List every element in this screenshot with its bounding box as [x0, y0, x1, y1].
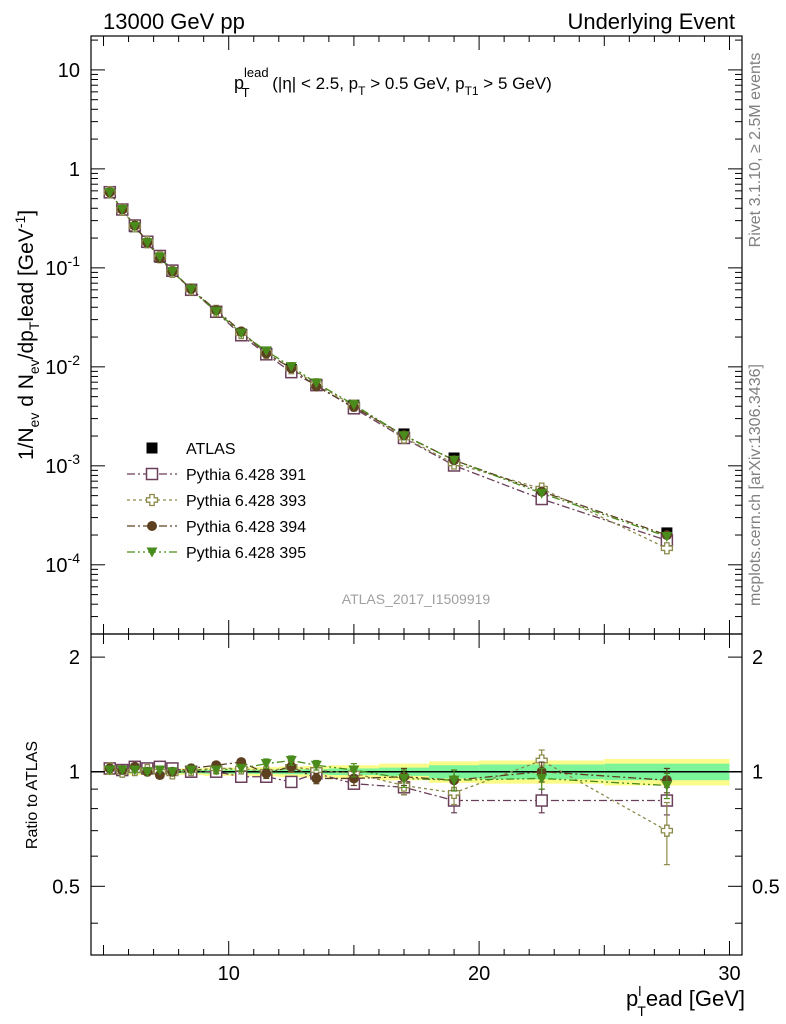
ratio-data-point: [310, 760, 322, 771]
header-right: Underlying Event: [567, 9, 735, 34]
ratio-y-tick-label: 1: [69, 762, 80, 784]
analysis-watermark: ATLAS_2017_I1509919: [342, 591, 491, 607]
mc-data-point: [104, 188, 116, 199]
legend-label: Pythia 6.428 394: [186, 519, 306, 536]
ratio-data-point: [660, 824, 674, 837]
axes: 10 20 30 10-4 10-3 10-2 10-1 1 10 0.5 0.5 1 1 2 2: [45, 35, 780, 985]
ratio-data-point: [448, 775, 460, 786]
ratio-data-point: [185, 765, 197, 776]
mc-data-point: [210, 306, 222, 317]
ratio-data-point: [661, 780, 673, 791]
legend-marker: [146, 547, 158, 558]
ratio-data-point: [285, 775, 298, 789]
ratio-data-point: [535, 754, 548, 767]
mc-data-point: [660, 542, 674, 555]
mc-data-point: [154, 252, 166, 263]
x-tick-label: 10: [218, 963, 240, 985]
ratio-panel-data: [103, 749, 674, 866]
legend-label: Pythia 6.428 391: [186, 467, 306, 484]
ratio-y-tick-label-right: 2: [752, 647, 763, 669]
ratio-data-point: [286, 761, 297, 772]
header-left: 13000 GeV pp: [103, 9, 245, 34]
y-tick-label: 10-1: [45, 253, 80, 280]
ratio-data-point: [535, 794, 548, 807]
y-axis-label: 1/Nev d Nev/dpTlead [GeV-1]: [12, 210, 42, 460]
ratio-y-tick-label: 2: [69, 647, 80, 669]
ratio-data-point: [285, 756, 297, 767]
ratio-data-point: [210, 765, 222, 776]
x-axis-label: pl Tead [GeV]: [626, 983, 745, 1019]
legend-marker: [146, 442, 158, 454]
ratio-y-tick-label: 0.5: [52, 876, 80, 898]
ratio-data-point: [311, 773, 322, 784]
ratio-data-point: [129, 765, 141, 776]
main-series-line: [109, 191, 668, 542]
ratio-data-point: [348, 773, 359, 784]
y-tick-label: 10-4: [45, 550, 80, 577]
legend-marker: [147, 521, 157, 531]
mc-data-point: [235, 328, 247, 339]
legend-label: Pythia 6.428 393: [186, 493, 306, 510]
legend-marker: [145, 467, 159, 481]
mc-data-point: [285, 362, 297, 373]
ratio-data-point: [154, 765, 166, 776]
legend: ATLAS Pythia 6.428 391 Pythia 6.428 393 Pyt…: [127, 441, 306, 562]
ratio-frame: [90, 633, 743, 956]
ratio-y-tick-label-right: 1: [752, 762, 763, 784]
mcplots-label: mcplots.cern.ch [arXiv:1306.3436]: [747, 364, 764, 606]
ratio-data-point: [235, 763, 247, 774]
mc-data-point: [310, 378, 322, 389]
legend-marker: [145, 493, 159, 507]
mc-data-point: [129, 221, 141, 232]
mc-data-point: [166, 266, 178, 277]
mc-data-point: [661, 532, 673, 543]
y-tick-label: 10: [58, 60, 80, 82]
x-tick-label: 20: [468, 963, 490, 985]
ratio-data-point: [141, 767, 153, 778]
mc-data-point: [141, 238, 153, 249]
mc-data-point: [116, 204, 128, 215]
mc-data-point: [260, 346, 272, 357]
y-tick-label: 10-2: [45, 352, 80, 379]
mc-data-point: [185, 284, 197, 295]
ratio-y-axis-label: Ratio to ATLAS: [24, 741, 41, 849]
main-panel-data: [103, 185, 674, 555]
legend-label: Pythia 6.428 395: [186, 545, 306, 562]
ratio-data-point: [261, 768, 272, 779]
ratio-y-tick-label-right: 0.5: [752, 876, 780, 898]
rivet-label: Rivet 3.1.10, ≥ 2.5M events: [747, 53, 764, 248]
ratio-data-point: [260, 759, 272, 770]
legend-label: ATLAS: [186, 441, 236, 458]
y-tick-label: 10-3: [45, 451, 80, 478]
ratio-data-point: [536, 773, 548, 784]
mc-data-point: [348, 400, 360, 411]
mc-data-point: [448, 455, 460, 466]
ratio-data-point: [116, 765, 128, 776]
y-tick-label: 1: [69, 159, 80, 181]
plot-title: plead T (|η| < 2.5, pT > 0.5 GeV, pT1 > 5…: [234, 65, 552, 100]
ratio-data-point: [398, 773, 410, 784]
ratio-data-point: [104, 765, 116, 776]
main-series-line: [109, 192, 668, 538]
ratio-data-point: [166, 767, 178, 778]
mc-data-point: [398, 431, 410, 442]
mc-data-point: [536, 488, 548, 499]
ratio-data-point: [348, 765, 360, 776]
x-tick-label: 30: [718, 963, 740, 985]
